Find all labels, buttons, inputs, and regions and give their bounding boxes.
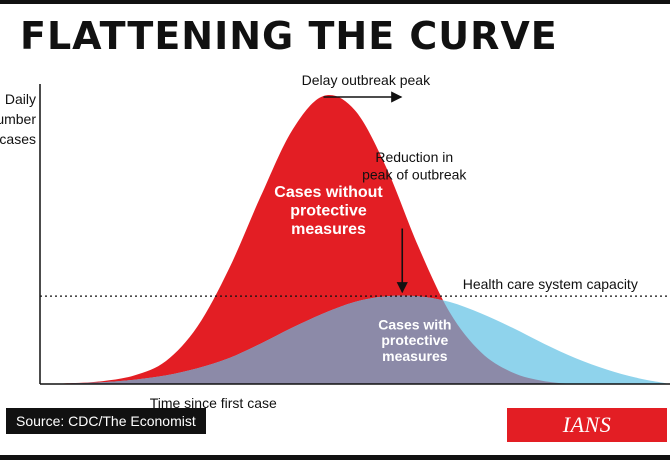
delay-label: Delay outbreak peak [302, 72, 431, 88]
x-axis-label: Time since first case [150, 395, 277, 411]
reduction-label-line-2: peak of outbreak [362, 167, 467, 183]
bottom-rule [0, 455, 670, 460]
series-label-without-line-2: protective [290, 203, 367, 220]
flattening-curve-chart: Daily number of cases Health care system… [0, 72, 670, 411]
y-axis-label-line-3: of cases [0, 131, 36, 147]
series-label-without-line-3: measures [291, 221, 366, 238]
page-title: FLATTENING THE CURVE [20, 14, 558, 58]
series-label-with-line-3: measures [382, 348, 448, 364]
series-label-with-line-1: Cases with [378, 316, 451, 332]
series-label-without-measures: Cases without protective measures [274, 184, 383, 238]
source-note: Source: CDC/The Economist [6, 408, 206, 434]
top-rule [0, 0, 670, 4]
brand-logo: IANS GRAPHICS [507, 408, 667, 471]
reduction-label-line-1: Reduction in [375, 149, 453, 165]
y-axis-label-line-1: Daily [5, 91, 36, 107]
area-without-measures [40, 95, 670, 384]
series-label-with-line-2: protective [381, 332, 448, 348]
series-label-with-measures: Cases with protective measures [378, 316, 451, 364]
series-label-without-line-1: Cases without [274, 184, 383, 201]
y-axis-label-line-2: number [0, 111, 36, 127]
y-axis-label: Daily number of cases [0, 91, 36, 147]
capacity-label: Health care system capacity [463, 276, 638, 292]
